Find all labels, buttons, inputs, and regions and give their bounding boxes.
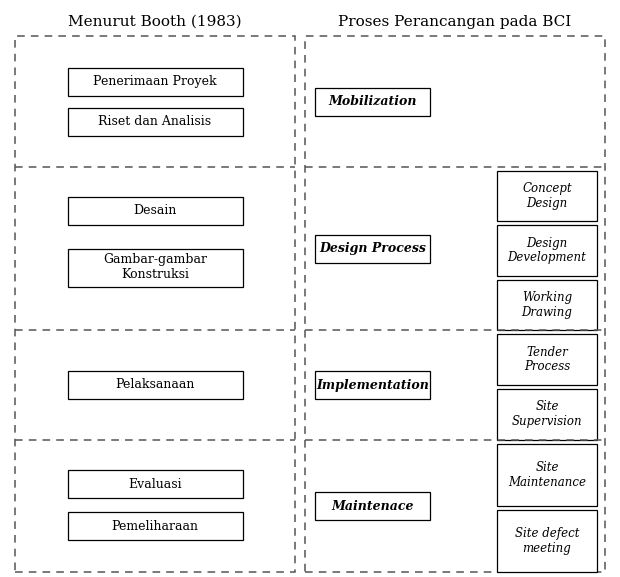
Bar bbox=[315, 492, 430, 520]
Text: Riset dan Analisis: Riset dan Analisis bbox=[99, 115, 211, 128]
Bar bbox=[68, 371, 242, 399]
Text: Maintenace: Maintenace bbox=[331, 500, 414, 512]
Bar bbox=[497, 334, 597, 385]
Bar bbox=[497, 510, 597, 572]
Text: Penerimaan Proyek: Penerimaan Proyek bbox=[93, 75, 217, 88]
Text: Design Process: Design Process bbox=[319, 242, 426, 255]
Bar bbox=[497, 226, 597, 276]
Bar bbox=[497, 171, 597, 222]
Text: Site
Maintenance: Site Maintenance bbox=[508, 461, 586, 489]
Bar bbox=[68, 197, 242, 224]
Text: Pemeliharaan: Pemeliharaan bbox=[112, 519, 198, 533]
Bar bbox=[68, 107, 242, 136]
Text: Working
Drawing: Working Drawing bbox=[521, 291, 572, 319]
Bar bbox=[315, 371, 430, 399]
Bar bbox=[15, 36, 295, 572]
Text: Concept
Design: Concept Design bbox=[522, 182, 572, 210]
Bar bbox=[315, 88, 430, 115]
Text: Site
Supervision: Site Supervision bbox=[512, 400, 582, 429]
Text: Mobilization: Mobilization bbox=[328, 95, 417, 108]
Text: Pelaksanaan: Pelaksanaan bbox=[115, 379, 195, 392]
Bar bbox=[497, 444, 597, 506]
Text: Site defect
meeting: Site defect meeting bbox=[515, 527, 579, 555]
Bar bbox=[68, 249, 242, 287]
Bar bbox=[68, 68, 242, 96]
Text: Desain: Desain bbox=[133, 204, 177, 217]
Text: Design
Development: Design Development bbox=[508, 237, 587, 264]
Bar bbox=[68, 470, 242, 498]
Text: Implementation: Implementation bbox=[316, 379, 429, 392]
Text: Menurut Booth (1983): Menurut Booth (1983) bbox=[68, 15, 242, 29]
Text: Proses Perancangan pada BCI: Proses Perancangan pada BCI bbox=[339, 15, 572, 29]
Text: Tender
Process: Tender Process bbox=[524, 346, 570, 373]
Bar bbox=[497, 389, 597, 440]
Text: Evaluasi: Evaluasi bbox=[128, 478, 182, 490]
Text: Gambar-gambar
Konstruksi: Gambar-gambar Konstruksi bbox=[103, 253, 207, 282]
Bar bbox=[68, 512, 242, 540]
Bar bbox=[497, 280, 597, 330]
Bar bbox=[315, 234, 430, 263]
Bar bbox=[305, 36, 605, 572]
